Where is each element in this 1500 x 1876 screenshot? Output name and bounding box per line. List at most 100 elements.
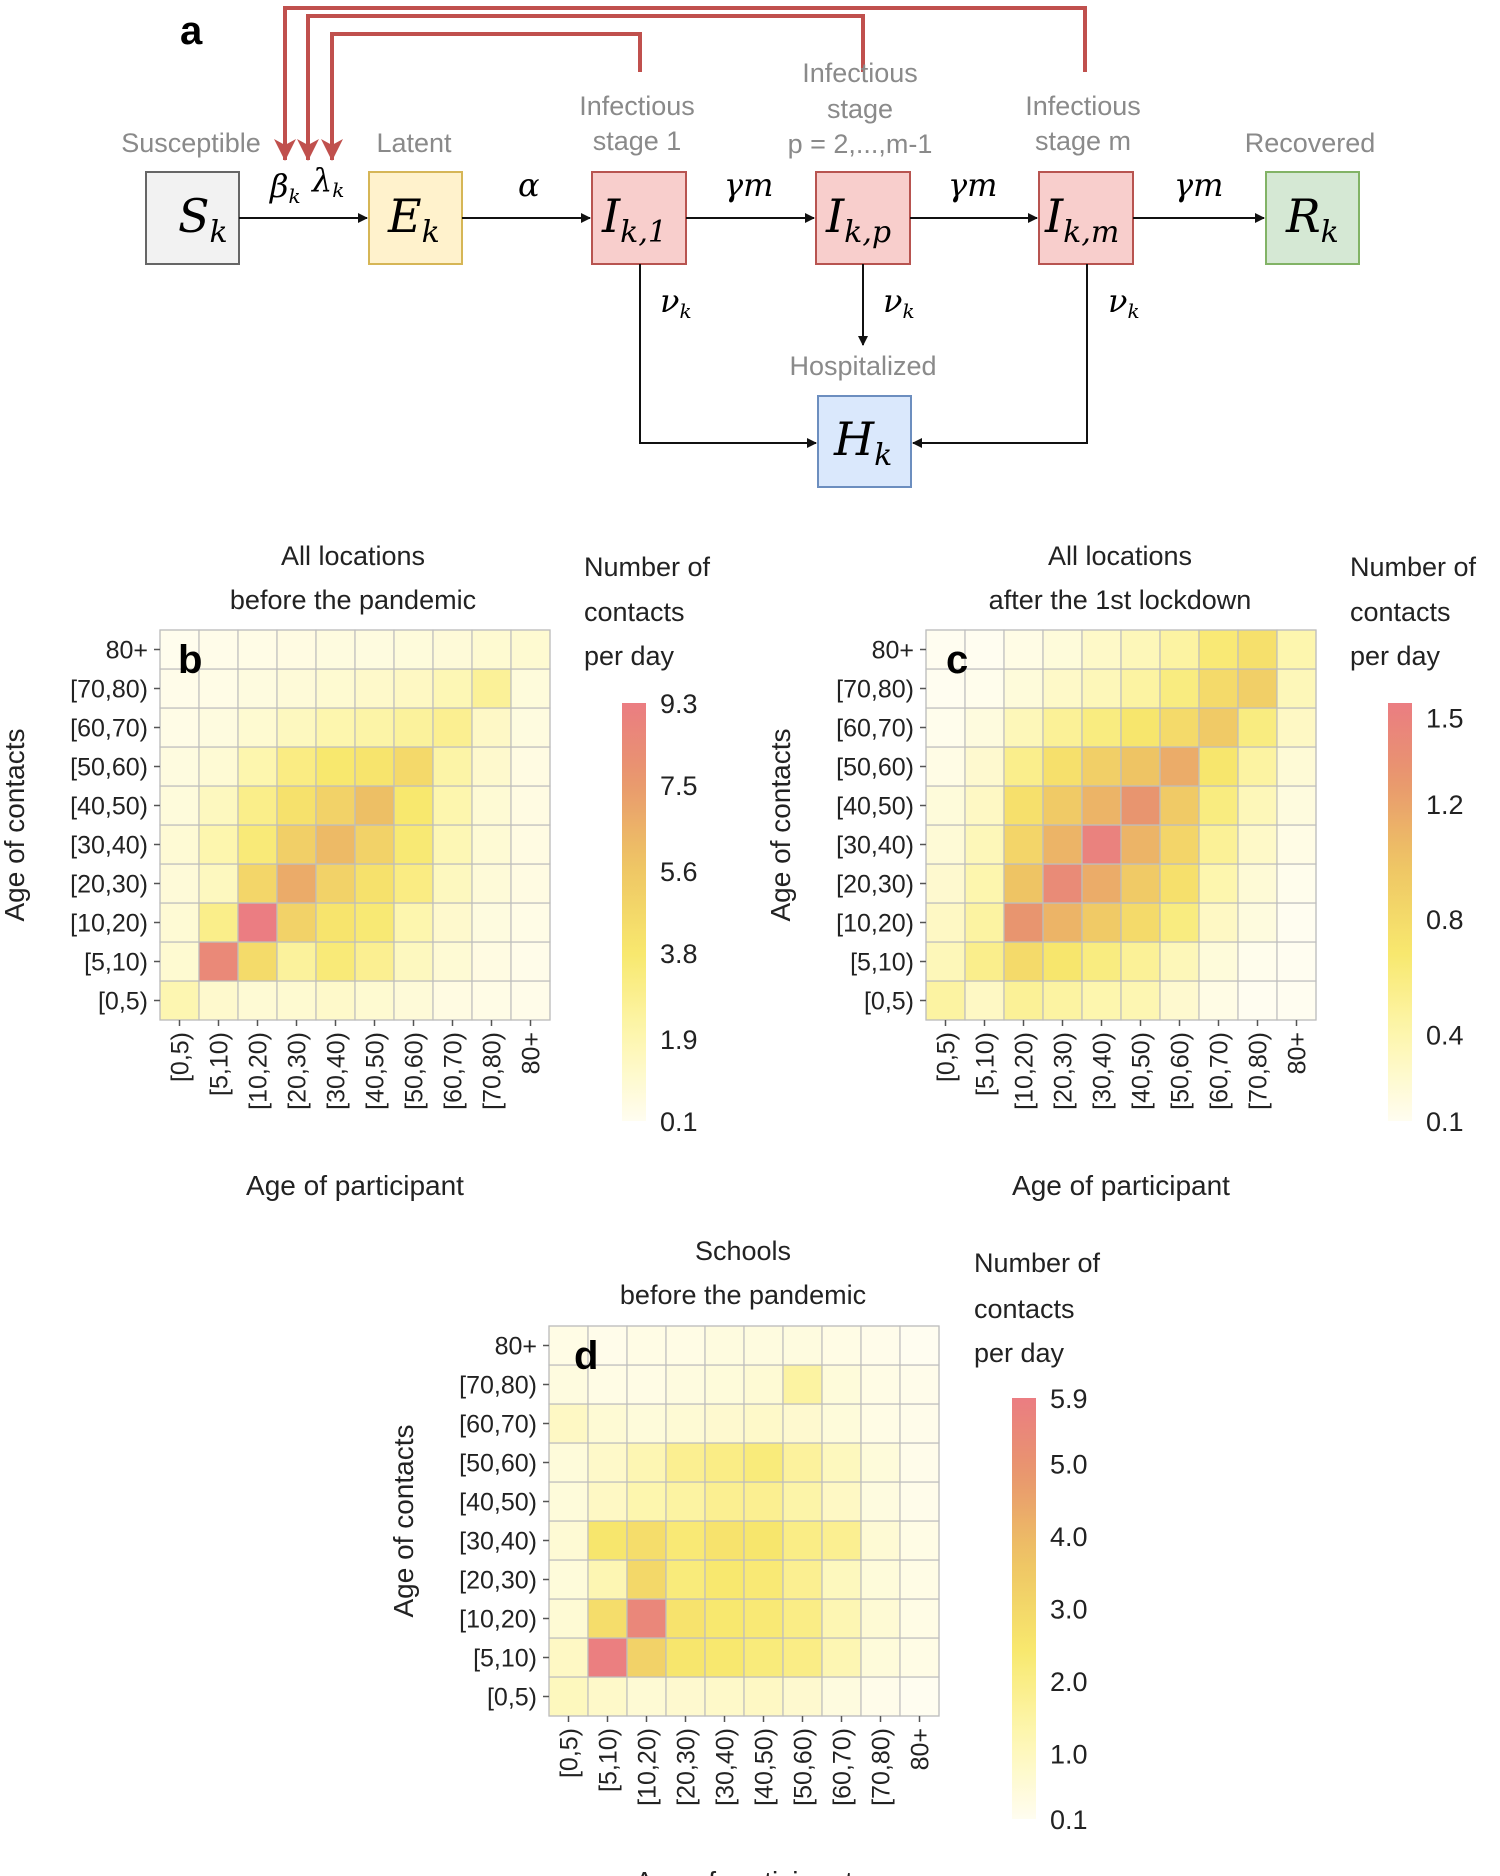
heatmap-cell-b-9-8	[471, 629, 512, 670]
y-tick-c-9: 80+	[872, 637, 914, 665]
heatmap-cell-b-6-3	[276, 746, 317, 787]
heatmap-cell-d-3-0	[548, 1559, 589, 1600]
heatmap-cell-b-2-8	[471, 902, 512, 943]
x-tick-c-5: [40,50)	[1128, 1032, 1156, 1110]
heatmap-cell-c-5-0	[925, 785, 966, 826]
heatmap-cell-b-0-3	[276, 980, 317, 1021]
heatmap-cell-c-7-6	[1159, 707, 1200, 748]
heatmap-cell-c-9-7	[1198, 629, 1239, 670]
y-tick-d-6: [50,60)	[459, 1450, 537, 1478]
x-tick-b-8: [70,80)	[479, 1032, 507, 1110]
heatmap-cell-b-7-2	[237, 707, 278, 748]
heatmap-cell-d-9-6	[782, 1325, 823, 1366]
heatmap-cell-c-7-1	[964, 707, 1005, 748]
heatmap-cell-d-2-3	[665, 1598, 706, 1639]
infectious-m-caption-line2: stage m	[1035, 126, 1131, 156]
heatmap-cell-b-6-9	[510, 746, 551, 787]
heatmap-frame-c	[925, 629, 1317, 1021]
heatmap-cell-c-7-3	[1042, 707, 1083, 748]
heatmap-cell-b-8-9	[510, 668, 551, 709]
heatmap-cell-c-3-7	[1198, 863, 1239, 904]
heatmap-cell-b-5-8	[471, 785, 512, 826]
heatmap-cell-b-9-2	[237, 629, 278, 670]
x-axis-label-b: Age of participant	[246, 1170, 464, 1201]
colorbar-tick-d-6: 0.1	[1050, 1805, 1088, 1835]
colorbar-tick-b-4: 1.9	[660, 1025, 698, 1055]
x-tick-d-2: [10,20)	[634, 1728, 662, 1806]
heatmap-cell-b-0-6	[393, 980, 434, 1021]
heatmap-cell-d-8-9	[899, 1364, 940, 1405]
heatmap-cell-b-9-0	[159, 629, 200, 670]
heatmap-cell-d-7-6	[782, 1403, 823, 1444]
heatmap-cell-d-7-5	[743, 1403, 784, 1444]
heatmap-cell-c-5-6	[1159, 785, 1200, 826]
heatmap-cell-b-2-9	[510, 902, 551, 943]
chart-title-b-line2: before the pandemic	[230, 585, 476, 615]
heatmap-cell-c-6-4	[1081, 746, 1122, 787]
infectious-p-symbol: Ik,p	[825, 189, 891, 250]
heatmap-cell-c-1-7	[1198, 941, 1239, 982]
heatmap-cell-b-2-7	[432, 902, 473, 943]
heatmap-cell-c-3-0	[925, 863, 966, 904]
heatmap-cell-b-7-4	[315, 707, 356, 748]
heatmap-cell-d-0-3	[665, 1676, 706, 1717]
y-tick-d-1: [5,10)	[473, 1645, 537, 1673]
colorbar-tick-d-3: 3.0	[1050, 1595, 1088, 1625]
latent-symbol: Ek	[387, 189, 440, 250]
y-tick-c-4: [30,40)	[836, 832, 914, 860]
colorbar-title-c-line1: Number of	[1350, 552, 1477, 582]
infectious-1-caption-line2: stage 1	[593, 126, 682, 156]
heatmap-cell-d-6-5	[743, 1442, 784, 1483]
heatmap-cell-d-1-2	[626, 1637, 667, 1678]
rate-lambda: λk	[310, 161, 344, 202]
heatmap-cell-b-7-0	[159, 707, 200, 748]
colorbar-title-b-line2: contacts	[584, 597, 685, 627]
heatmap-cell-c-3-3	[1042, 863, 1083, 904]
colorbar-tick-b-3: 3.8	[660, 939, 698, 969]
heatmap-cell-d-3-7	[821, 1559, 862, 1600]
heatmap-cell-b-3-2	[237, 863, 278, 904]
rate-alpha: α	[518, 166, 540, 204]
colorbar-title-c-line2: contacts	[1350, 597, 1451, 627]
chart-title-d-line2: before the pandemic	[620, 1280, 866, 1310]
x-axis-label-d: Age of participant	[635, 1866, 853, 1876]
heatmap-cell-c-7-4	[1081, 707, 1122, 748]
heatmap-cell-c-9-9	[1276, 629, 1317, 670]
heatmap-cell-c-0-4	[1081, 980, 1122, 1021]
heatmap-cell-c-8-9	[1276, 668, 1317, 709]
infection-feedback-arrows	[274, 6, 1087, 161]
colorbar-title-d-line1: Number of	[974, 1248, 1101, 1278]
heatmap-frame-d	[548, 1325, 940, 1717]
heatmap-cell-c-8-8	[1237, 668, 1278, 709]
heatmap-cell-c-9-2	[1003, 629, 1044, 670]
colorbar-tick-c-1: 1.2	[1426, 790, 1464, 820]
heatmap-cell-c-1-0	[925, 941, 966, 982]
y-tick-b-2: [10,20)	[70, 910, 148, 938]
heatmap-cell-b-3-0	[159, 863, 200, 904]
x-tick-c-9: 80+	[1284, 1032, 1312, 1074]
y-tick-c-5: [40,50)	[836, 793, 914, 821]
colorbar-tick-d-4: 2.0	[1050, 1667, 1088, 1697]
heatmap-cell-b-0-0	[159, 980, 200, 1021]
heatmap-cell-c-0-5	[1120, 980, 1161, 1021]
y-tick-d-9: 80+	[495, 1333, 537, 1361]
heatmap-cell-d-7-3	[665, 1403, 706, 1444]
y-tick-d-8: [70,80)	[459, 1372, 537, 1400]
y-tick-b-0: [0,5)	[98, 988, 148, 1016]
heatmap-cell-c-3-9	[1276, 863, 1317, 904]
heatmap-cell-d-1-1	[587, 1637, 628, 1678]
heatmap-cell-b-1-0	[159, 941, 200, 982]
heatmap-cell-c-1-5	[1120, 941, 1161, 982]
colorbar-tick-d-5: 1.0	[1050, 1740, 1088, 1770]
heatmap-cell-b-8-3	[276, 668, 317, 709]
heatmap-cell-c-4-2	[1003, 824, 1044, 865]
heatmap-cell-b-7-9	[510, 707, 551, 748]
heatmap-cell-b-6-6	[393, 746, 434, 787]
rate-nu-m: νk	[1108, 282, 1140, 323]
heatmap-cell-d-9-8	[860, 1325, 901, 1366]
heatmap-cell-c-8-6	[1159, 668, 1200, 709]
heatmap-cell-b-5-6	[393, 785, 434, 826]
heatmap-cell-b-8-5	[354, 668, 395, 709]
heatmap-cell-d-6-1	[587, 1442, 628, 1483]
heatmap-cell-b-6-5	[354, 746, 395, 787]
